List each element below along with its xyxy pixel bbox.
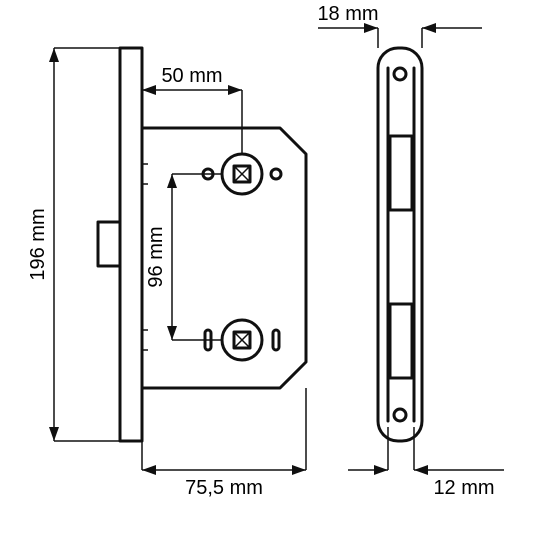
svg-text:75,5 mm: 75,5 mm [185, 477, 263, 499]
svg-text:18 mm: 18 mm [317, 3, 378, 25]
front-view [98, 48, 306, 441]
svg-text:196 mm: 196 mm [27, 208, 49, 280]
svg-text:12 mm: 12 mm [433, 477, 494, 499]
side-view [378, 48, 422, 441]
svg-text:96 mm: 96 mm [145, 226, 167, 287]
svg-text:50 mm: 50 mm [161, 65, 222, 87]
